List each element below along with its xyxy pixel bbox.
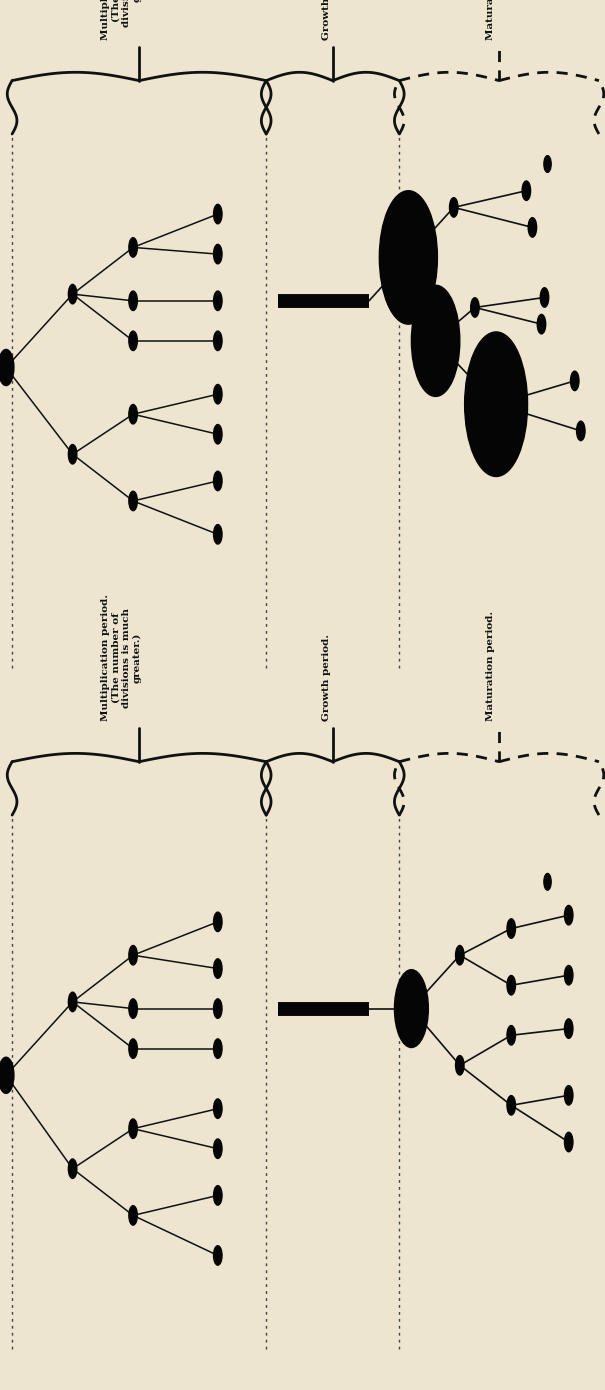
Circle shape bbox=[129, 331, 137, 350]
Circle shape bbox=[537, 314, 546, 334]
Text: Maturation period.: Maturation period. bbox=[486, 612, 494, 721]
Circle shape bbox=[571, 371, 579, 391]
Circle shape bbox=[492, 395, 500, 414]
Circle shape bbox=[379, 190, 437, 324]
Circle shape bbox=[450, 197, 458, 217]
Circle shape bbox=[129, 238, 137, 257]
Circle shape bbox=[564, 966, 573, 986]
Circle shape bbox=[214, 471, 222, 491]
Circle shape bbox=[214, 1038, 222, 1058]
Circle shape bbox=[394, 970, 428, 1048]
Circle shape bbox=[544, 156, 551, 172]
Text: Growth period.: Growth period. bbox=[322, 634, 331, 721]
Circle shape bbox=[465, 332, 528, 477]
Circle shape bbox=[404, 247, 413, 267]
Circle shape bbox=[68, 285, 77, 304]
Circle shape bbox=[507, 919, 515, 938]
Circle shape bbox=[456, 1055, 464, 1074]
Circle shape bbox=[214, 204, 222, 224]
Circle shape bbox=[68, 992, 77, 1012]
Circle shape bbox=[214, 1138, 222, 1158]
Text: Multiplication period.
(The number of
divisions is much
greater.): Multiplication period. (The number of di… bbox=[101, 0, 141, 40]
Circle shape bbox=[214, 999, 222, 1019]
Circle shape bbox=[68, 445, 77, 464]
Circle shape bbox=[564, 1133, 573, 1152]
Circle shape bbox=[431, 331, 440, 350]
Circle shape bbox=[214, 1245, 222, 1265]
Circle shape bbox=[214, 1186, 222, 1205]
Circle shape bbox=[129, 945, 137, 965]
Circle shape bbox=[214, 291, 222, 310]
Circle shape bbox=[214, 959, 222, 979]
Circle shape bbox=[129, 491, 137, 510]
Circle shape bbox=[507, 976, 515, 995]
Circle shape bbox=[411, 285, 460, 396]
Text: Growth period.: Growth period. bbox=[322, 0, 331, 40]
Circle shape bbox=[544, 873, 551, 890]
Circle shape bbox=[0, 1058, 14, 1094]
Circle shape bbox=[522, 181, 531, 200]
Circle shape bbox=[214, 524, 222, 543]
Circle shape bbox=[507, 1095, 515, 1115]
Circle shape bbox=[577, 421, 585, 441]
Circle shape bbox=[540, 288, 549, 307]
Circle shape bbox=[214, 424, 222, 443]
Circle shape bbox=[214, 245, 222, 264]
Circle shape bbox=[129, 1205, 137, 1225]
Circle shape bbox=[214, 1099, 222, 1119]
Circle shape bbox=[564, 1019, 573, 1038]
Circle shape bbox=[129, 404, 137, 424]
Circle shape bbox=[456, 945, 464, 965]
Text: Maturation period.: Maturation period. bbox=[486, 0, 494, 40]
Circle shape bbox=[129, 291, 137, 310]
Circle shape bbox=[564, 905, 573, 924]
Circle shape bbox=[129, 1038, 137, 1058]
Text: Multiplication period.
(The number of
divisions is much
greater.): Multiplication period. (The number of di… bbox=[101, 595, 141, 721]
Circle shape bbox=[129, 1119, 137, 1138]
Circle shape bbox=[129, 999, 137, 1019]
Circle shape bbox=[507, 1026, 515, 1045]
Circle shape bbox=[0, 349, 14, 385]
Circle shape bbox=[407, 999, 416, 1019]
Circle shape bbox=[214, 331, 222, 350]
Circle shape bbox=[564, 1086, 573, 1105]
Circle shape bbox=[214, 912, 222, 931]
Circle shape bbox=[471, 297, 479, 317]
Circle shape bbox=[68, 1159, 77, 1179]
Circle shape bbox=[528, 218, 537, 238]
Circle shape bbox=[214, 385, 222, 404]
